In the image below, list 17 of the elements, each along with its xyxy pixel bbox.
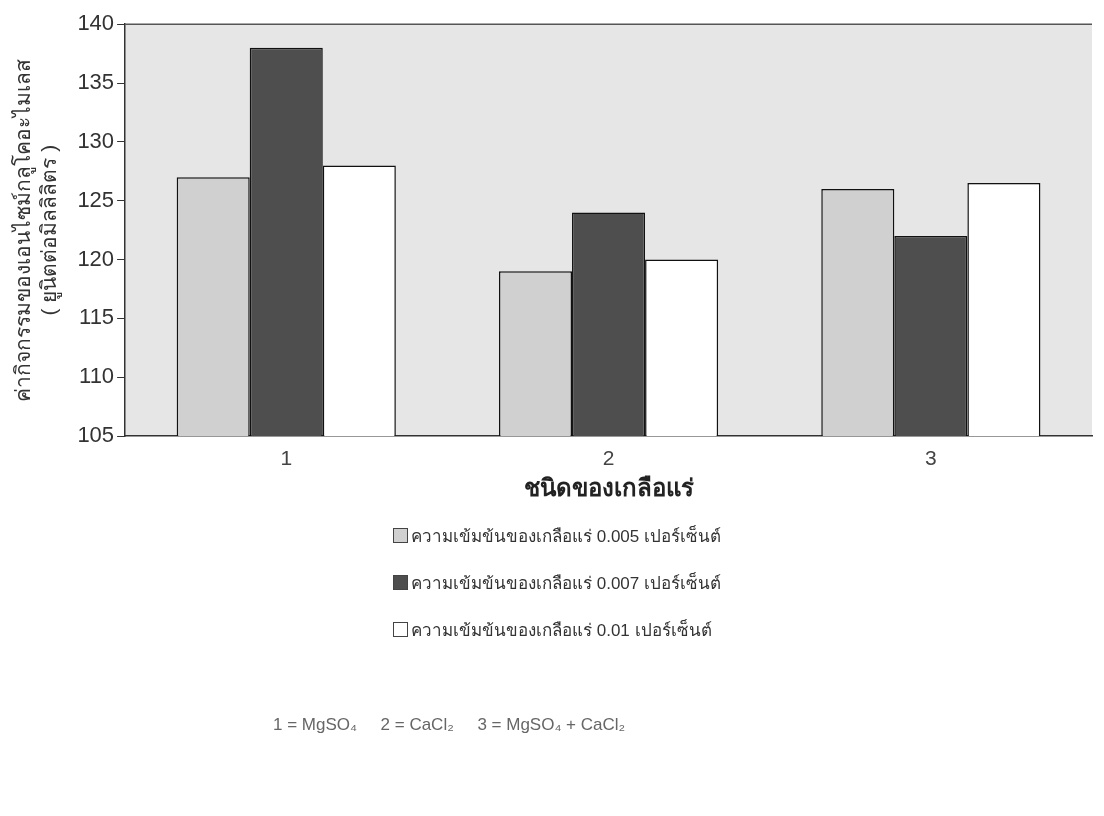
- y-tick-label: 110: [79, 363, 115, 389]
- x-tick-label: 3: [925, 446, 937, 470]
- y-axis-title: ค่ากิจกรรมของเอนไซม์กลูโคอะไมเลส ( ยูนิตต่อมิลลิลิตร ): [11, 58, 62, 402]
- y-tick-label: 130: [77, 127, 115, 153]
- y-tick-label: 115: [79, 304, 115, 330]
- y-tick-label: 105: [77, 422, 115, 448]
- legend-label: ความเข้มข้นของเกลือแร่ 0.005 เปอร์เซ็นต์: [411, 524, 721, 548]
- y-tick-label: 135: [77, 69, 115, 95]
- y-tick-label: 125: [77, 186, 115, 212]
- y-tick-label: 120: [77, 245, 115, 271]
- y-tick-label: 140: [77, 10, 115, 36]
- legend-label: ความเข้มข้นของเกลือแร่ 0.01 เปอร์เซ็นต์: [411, 618, 712, 642]
- text: 1 = MgSO₄ 2 = CaCl₂ 3 = MgSO₄ + CaCl₂: [273, 715, 627, 735]
- x-tick-label: 2: [602, 446, 615, 470]
- x-axis-title: ชนิดของเกลือแร่: [523, 474, 694, 502]
- x-tick-label: 1: [280, 446, 293, 470]
- legend-label: ความเข้มข้นของเกลือแร่ 0.007 เปอร์เซ็นต์: [411, 571, 721, 595]
